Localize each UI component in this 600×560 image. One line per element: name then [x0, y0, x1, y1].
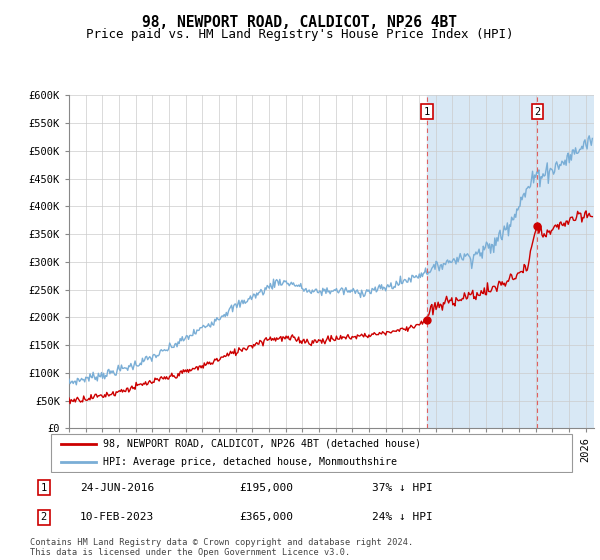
Text: £365,000: £365,000: [240, 512, 294, 522]
Text: 1: 1: [41, 483, 47, 493]
Text: 24% ↓ HPI: 24% ↓ HPI: [372, 512, 433, 522]
Text: Price paid vs. HM Land Registry's House Price Index (HPI): Price paid vs. HM Land Registry's House …: [86, 28, 514, 41]
Text: 98, NEWPORT ROAD, CALDICOT, NP26 4BT (detached house): 98, NEWPORT ROAD, CALDICOT, NP26 4BT (de…: [103, 439, 421, 449]
Text: HPI: Average price, detached house, Monmouthshire: HPI: Average price, detached house, Monm…: [103, 458, 397, 467]
Text: 98, NEWPORT ROAD, CALDICOT, NP26 4BT: 98, NEWPORT ROAD, CALDICOT, NP26 4BT: [143, 15, 458, 30]
Text: 10-FEB-2023: 10-FEB-2023: [80, 512, 154, 522]
Bar: [427, 95, 538, 428]
Bar: [538, 95, 594, 428]
FancyBboxPatch shape: [50, 435, 572, 472]
Text: 1: 1: [424, 107, 430, 117]
Text: 37% ↓ HPI: 37% ↓ HPI: [372, 483, 433, 493]
Text: £195,000: £195,000: [240, 483, 294, 493]
Text: 24-JUN-2016: 24-JUN-2016: [80, 483, 154, 493]
Text: 2: 2: [41, 512, 47, 522]
Text: Contains HM Land Registry data © Crown copyright and database right 2024.
This d: Contains HM Land Registry data © Crown c…: [30, 538, 413, 557]
Text: 2: 2: [535, 107, 541, 117]
